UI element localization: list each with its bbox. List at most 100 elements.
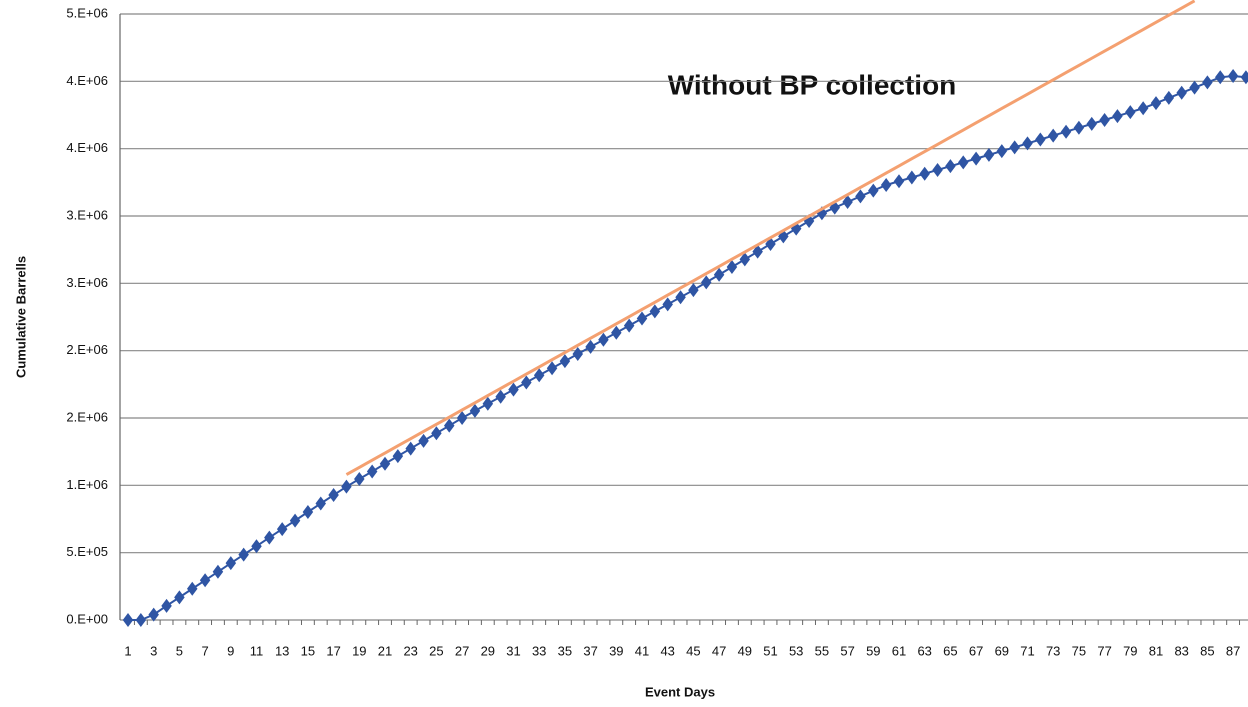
data-point xyxy=(1112,109,1123,124)
x-tick-label: 39 xyxy=(609,643,623,658)
y-tick-label: 3.E+06 xyxy=(66,207,108,222)
data-point xyxy=(366,464,378,479)
data-point xyxy=(1240,70,1248,85)
data-point xyxy=(225,556,237,571)
data-point xyxy=(161,598,172,613)
x-tick-label: 87 xyxy=(1226,643,1240,658)
data-point xyxy=(868,183,879,198)
x-tick-label: 65 xyxy=(943,643,957,658)
x-tick-label: 63 xyxy=(917,643,931,658)
x-tick-label: 85 xyxy=(1200,643,1214,658)
data-point xyxy=(970,151,982,166)
data-point xyxy=(739,252,751,267)
data-point xyxy=(623,318,635,333)
x-tick-label: 77 xyxy=(1097,643,1111,658)
x-tick-label: 31 xyxy=(506,643,520,658)
data-point xyxy=(611,325,622,340)
series-line xyxy=(345,0,1196,476)
data-point xyxy=(932,162,943,177)
x-tick-label: 59 xyxy=(866,643,880,658)
data-point xyxy=(354,472,365,487)
annotation: Without BP collection xyxy=(668,69,957,100)
x-tick-label: 67 xyxy=(969,643,983,658)
x-tick-label: 11 xyxy=(250,643,264,658)
y-tick-label: 5.E+05 xyxy=(66,544,108,559)
x-axis-title: Event Days xyxy=(645,684,715,699)
x-tick-label: 57 xyxy=(840,643,854,658)
x-tick-label: 45 xyxy=(686,643,700,658)
data-point xyxy=(289,513,301,528)
data-point xyxy=(392,449,404,464)
data-point xyxy=(405,441,416,456)
x-tick-label: 35 xyxy=(558,643,572,658)
data-point xyxy=(148,607,159,622)
data-point xyxy=(855,189,866,204)
data-point xyxy=(482,396,494,411)
data-point xyxy=(880,178,892,193)
data-point xyxy=(199,573,211,588)
y-tick-label: 4.E+06 xyxy=(66,140,108,155)
data-point xyxy=(1035,132,1046,147)
data-point xyxy=(649,304,661,319)
data-point xyxy=(1099,112,1110,127)
data-point xyxy=(546,361,558,376)
data-point xyxy=(135,613,147,627)
data-point xyxy=(251,539,262,554)
data-point xyxy=(456,411,468,425)
data-point xyxy=(1227,68,1239,83)
x-tick-label: 71 xyxy=(1020,643,1034,658)
data-point xyxy=(842,194,853,209)
data-point xyxy=(1189,80,1200,95)
x-tick-label: 53 xyxy=(789,643,803,658)
data-point xyxy=(469,403,481,418)
data-point xyxy=(983,147,995,162)
data-point xyxy=(585,339,596,354)
data-point xyxy=(752,244,763,259)
y-tick-label: 4.E+06 xyxy=(66,73,108,88)
data-point xyxy=(1215,70,1226,85)
y-tick-label: 3.E+06 xyxy=(66,275,108,290)
data-point xyxy=(958,155,969,170)
x-tick-label: 37 xyxy=(583,643,597,658)
x-tick-label: 29 xyxy=(481,643,495,658)
data-point xyxy=(1060,124,1072,139)
data-point xyxy=(945,159,956,174)
x-tick-label: 5 xyxy=(176,643,183,658)
data-point xyxy=(919,166,930,181)
data-point xyxy=(996,144,1008,159)
data-point xyxy=(122,613,134,627)
data-point xyxy=(533,368,545,383)
x-tick-label: 41 xyxy=(635,643,649,658)
series-line xyxy=(128,74,1247,621)
data-point xyxy=(701,275,712,290)
data-point xyxy=(1009,140,1020,155)
data-point xyxy=(174,590,185,605)
x-tick-label: 21 xyxy=(378,643,392,658)
y-tick-label: 2.E+06 xyxy=(66,342,108,357)
x-tick-label: 43 xyxy=(660,643,674,658)
x-tick-label: 83 xyxy=(1174,643,1188,658)
data-point xyxy=(315,496,326,511)
data-point xyxy=(212,564,224,579)
data-point xyxy=(1150,96,1162,111)
x-tick-label: 13 xyxy=(275,643,289,658)
y-tick-label: 1.E+06 xyxy=(66,477,108,492)
data-point xyxy=(906,170,918,185)
x-tick-label: 79 xyxy=(1123,643,1137,658)
x-tick-label: 55 xyxy=(815,643,829,658)
data-point xyxy=(264,530,275,545)
data-point xyxy=(572,347,583,362)
data-point xyxy=(238,547,249,562)
x-tick-label: 61 xyxy=(892,643,906,658)
data-point xyxy=(726,260,738,275)
x-tick-label: 1 xyxy=(124,643,131,658)
x-tick-label: 81 xyxy=(1149,643,1163,658)
data-point xyxy=(662,297,673,312)
y-tick-label: 2.E+06 xyxy=(66,409,108,424)
data-point xyxy=(276,522,288,537)
x-tick-label: 9 xyxy=(227,643,234,658)
data-point xyxy=(328,488,339,503)
data-point xyxy=(418,433,429,448)
data-point xyxy=(559,354,571,369)
